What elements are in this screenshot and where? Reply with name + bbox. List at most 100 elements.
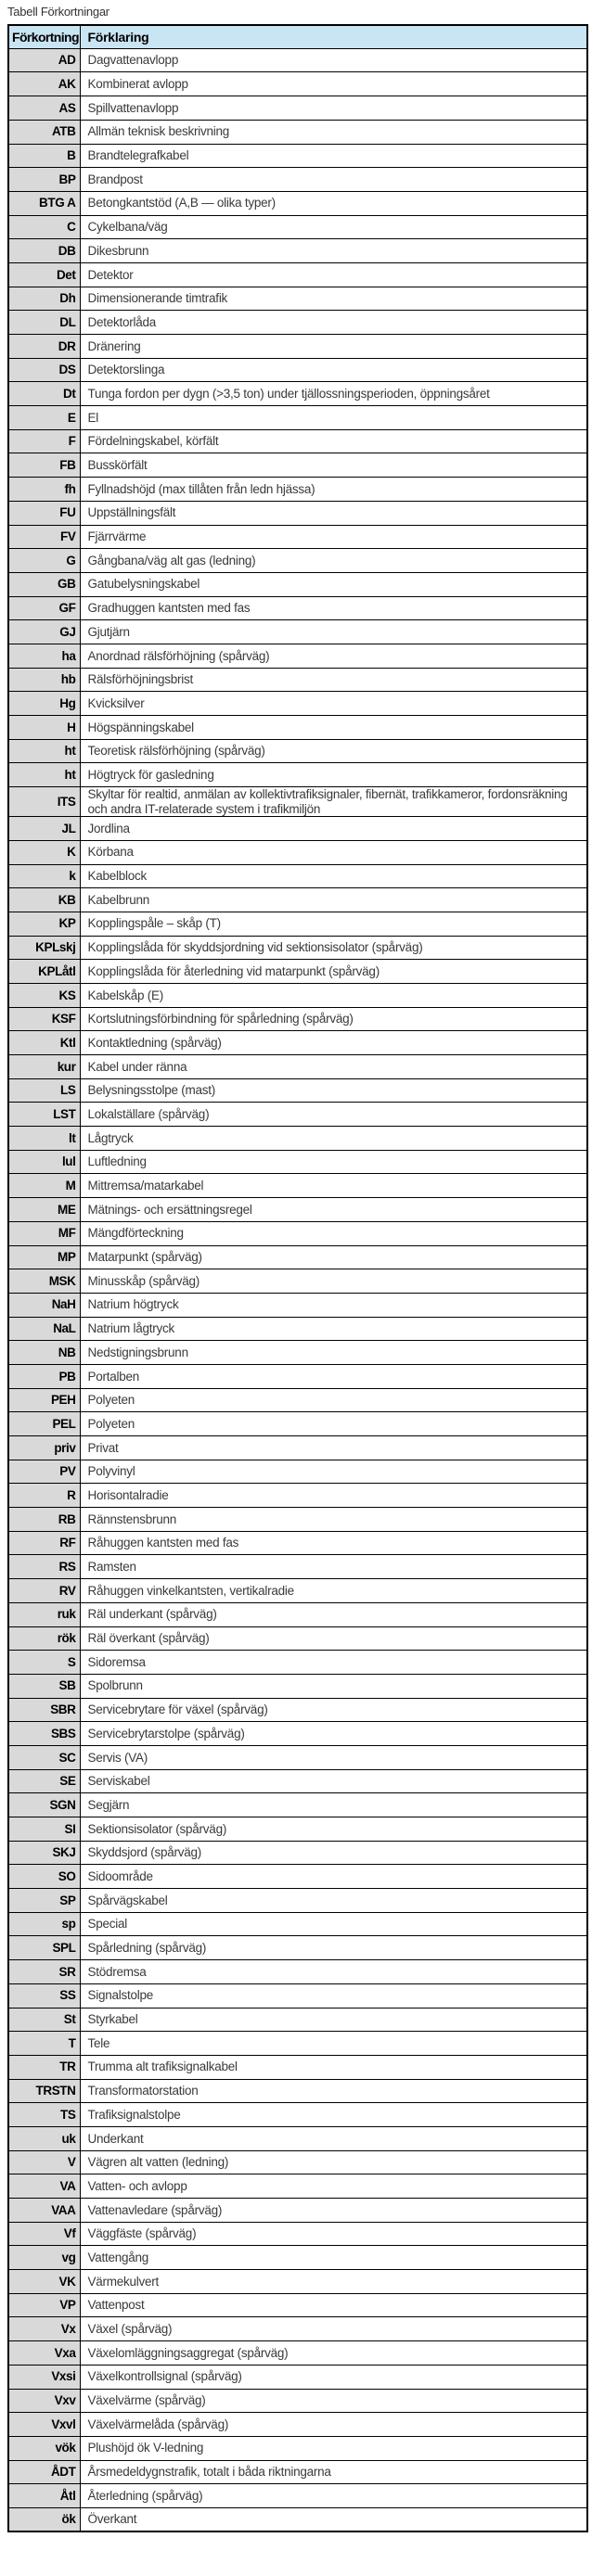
- explanation-cell: Minusskåp (spårväg): [79, 1269, 588, 1294]
- explanation-cell: Cykelbana/väg: [79, 214, 588, 240]
- abbreviation-cell: JL: [7, 816, 81, 841]
- explanation-cell: Växel (spårväg): [79, 2316, 588, 2342]
- explanation-cell: Skyltar för realtid, anmälan av kollekti…: [79, 786, 588, 818]
- table-row: uk Underkant: [7, 2125, 588, 2151]
- explanation-cell: Tele: [79, 2031, 588, 2056]
- table-row: LST Lokalställare (spårväg): [7, 1102, 588, 1128]
- abbreviation-cell: Dt: [7, 381, 81, 407]
- abbreviation-cell: S: [7, 1650, 81, 1675]
- abbreviation-cell: kur: [7, 1054, 81, 1079]
- table-row: MP Matarpunkt (spårväg): [7, 1244, 588, 1270]
- explanation-cell: Lågtryck: [79, 1126, 588, 1151]
- explanation-cell: Allmän teknisk beskrivning: [79, 119, 588, 145]
- table-row: SPL Spårledning (spårväg): [7, 1935, 588, 1961]
- table-header: Förkortning Förklaring: [7, 24, 588, 49]
- explanation-cell: Återledning (spårväg): [79, 2483, 588, 2508]
- explanation-cell: Högtryck för gasledning: [79, 762, 588, 788]
- explanation-cell: Vattengång: [79, 2245, 588, 2271]
- table-row: ME Mätnings- och ersättningsregel: [7, 1197, 588, 1222]
- explanation-cell: Servis (VA): [79, 1744, 588, 1770]
- explanation-cell: Dimensionerande timtrafik: [79, 286, 588, 312]
- table-row: FU Uppställningsfält: [7, 500, 588, 526]
- abbreviation-cell: DR: [7, 334, 81, 359]
- abbreviation-cell: K: [7, 839, 81, 865]
- explanation-cell: Special: [79, 1911, 588, 1937]
- explanation-cell: Kopplingspåle – skåp (T): [79, 911, 588, 937]
- abbreviation-cell: SKJ: [7, 1840, 81, 1866]
- abbreviation-cell: H: [7, 715, 81, 740]
- explanation-cell: Värmekulvert: [79, 2269, 588, 2294]
- explanation-cell: Kvicksilver: [79, 691, 588, 717]
- explanation-cell: Anordnad rälsförhöjning (spårväg): [79, 643, 588, 669]
- table-row: SE Serviskabel: [7, 1768, 588, 1794]
- explanation-cell: Växelvärmelåda (spårväg): [79, 2412, 588, 2437]
- table-row: RF Råhuggen kantsten med fas: [7, 1530, 588, 1556]
- explanation-cell: Årsmedeldygnstrafik, totalt i båda riktn…: [79, 2459, 588, 2485]
- explanation-cell: Matarpunkt (spårväg): [79, 1244, 588, 1270]
- explanation-cell: Skyddsjord (spårväg): [79, 1840, 588, 1866]
- explanation-cell: Servicebrytare för växel (spårväg): [79, 1697, 588, 1723]
- explanation-cell: Fjärrvärme: [79, 524, 588, 550]
- abbreviation-cell: NaH: [7, 1292, 81, 1318]
- table-row: TS Trafiksignalstolpe: [7, 2102, 588, 2127]
- explanation-cell: Räl överkant (spårväg): [79, 1626, 588, 1651]
- abbreviation-cell: lt: [7, 1126, 81, 1151]
- table-row: DR Dränering: [7, 334, 588, 359]
- abbreviation-cell: LST: [7, 1102, 81, 1128]
- table-row: Åtl Återledning (spårväg): [7, 2483, 588, 2508]
- abbreviation-cell: RB: [7, 1507, 81, 1532]
- table-row: SR Stödremsa: [7, 1959, 588, 1984]
- table-row: KPLskj Kopplingslåda för skyddsjordning v…: [7, 935, 588, 961]
- explanation-cell: Lokalställare (spårväg): [79, 1102, 588, 1128]
- explanation-cell: Kopplingslåda för återledning vid matarp…: [79, 959, 588, 984]
- explanation-cell: Vatten- och avlopp: [79, 2174, 588, 2199]
- table-row: GJ Gjutjärn: [7, 619, 588, 644]
- abbreviation-cell: M: [7, 1173, 81, 1199]
- table-row: SBR Servicebrytare för växel (spårväg): [7, 1697, 588, 1723]
- table-row: FB Busskörfält: [7, 453, 588, 478]
- abbreviation-cell: Vxa: [7, 2340, 81, 2366]
- table-row: ATB Allmän teknisk beskrivning: [7, 119, 588, 145]
- abbreviation-cell: SC: [7, 1744, 81, 1770]
- table-row: C Cykelbana/väg: [7, 214, 588, 240]
- abbreviation-cell: FV: [7, 524, 81, 550]
- explanation-cell: Råhuggen vinkelkantsten, vertikalradie: [79, 1578, 588, 1603]
- column-header-abbreviation: Förkortning: [7, 24, 81, 49]
- table-row: SB Spolbrunn: [7, 1673, 588, 1699]
- abbreviation-cell: GB: [7, 571, 81, 597]
- abbreviation-cell: AS: [7, 96, 81, 121]
- abbreviation-cell: SP: [7, 1888, 81, 1913]
- explanation-cell: Högspänningskabel: [79, 715, 588, 740]
- abbreviation-cell: priv: [7, 1435, 81, 1460]
- table-row: ök Överkant: [7, 2506, 588, 2532]
- abbreviation-cell: KP: [7, 911, 81, 937]
- abbreviation-cell: MF: [7, 1220, 81, 1246]
- abbreviation-cell: SPL: [7, 1935, 81, 1961]
- abbreviation-cell: Vxsi: [7, 2364, 81, 2390]
- table-row: FV Fjärrvärme: [7, 524, 588, 550]
- abbreviation-cell: GJ: [7, 619, 81, 644]
- table-row: F Fördelningskabel, körfält: [7, 428, 588, 454]
- table-row: SI Sektionsisolator (spårväg): [7, 1817, 588, 1842]
- abbreviation-cell: KS: [7, 982, 81, 1008]
- abbreviation-cell: lul: [7, 1149, 81, 1175]
- explanation-cell: Underkant: [79, 2125, 588, 2151]
- explanation-cell: Gatubelysningskabel: [79, 571, 588, 597]
- table-row: RV Råhuggen vinkelkantsten, vertikalradie: [7, 1578, 588, 1603]
- abbreviation-cell: MP: [7, 1244, 81, 1270]
- explanation-cell: Horisontalradie: [79, 1483, 588, 1509]
- table-row: VAA Vattenavledare (spårväg): [7, 2198, 588, 2223]
- abbreviations-table: Förkortning Förklaring AD Dagvattenavlopp…: [7, 23, 588, 2533]
- table-row: VP Vattenpost: [7, 2292, 588, 2318]
- explanation-cell: Signalstolpe: [79, 1983, 588, 2009]
- table-row: AK Kombinerat avlopp: [7, 71, 588, 97]
- abbreviation-cell: FB: [7, 453, 81, 478]
- table-row: KB Kabelbrunn: [7, 887, 588, 912]
- abbreviation-cell: fh: [7, 477, 81, 502]
- table-row: GB Gatubelysningskabel: [7, 571, 588, 597]
- explanation-cell: Serviskabel: [79, 1768, 588, 1794]
- explanation-cell: Mätnings- och ersättningsregel: [79, 1197, 588, 1222]
- table-row: PV Polyvinyl: [7, 1459, 588, 1485]
- abbreviation-cell: ök: [7, 2506, 81, 2532]
- abbreviation-cell: KB: [7, 887, 81, 912]
